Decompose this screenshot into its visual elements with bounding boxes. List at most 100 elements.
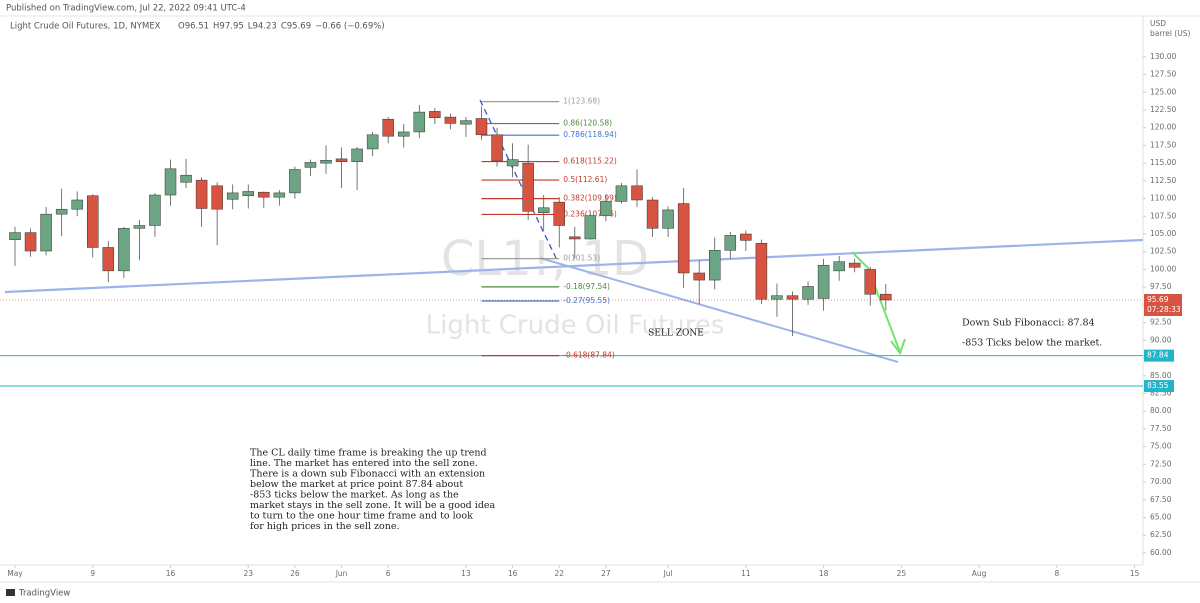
- candle-body: [569, 236, 581, 240]
- candle-body: [880, 293, 892, 301]
- arrow: [851, 251, 901, 353]
- countdown: 07:28:33: [1147, 305, 1181, 314]
- candle-body: [164, 168, 177, 196]
- y-tick-label: 62.50: [1150, 530, 1172, 539]
- downtrend-line: [539, 257, 899, 363]
- candle-body: [444, 116, 457, 124]
- y-tick-label: 65.00: [1150, 513, 1172, 522]
- candle-body: [724, 235, 737, 251]
- x-tick-label: 26: [290, 569, 300, 578]
- commentary-line: below the market at price point 87.84 ab…: [250, 479, 463, 490]
- ohlc-text: C95.69: [281, 22, 311, 32]
- footer-logo: TradingView: [6, 589, 70, 599]
- x-tick-label: Jun: [335, 569, 348, 578]
- x-tick-label: 6: [386, 569, 391, 578]
- candle-body: [24, 232, 37, 252]
- y-tick-label: 85.00: [1150, 371, 1172, 380]
- y-tick-label: 127.50: [1150, 70, 1176, 79]
- candle-body: [226, 192, 239, 200]
- last-price-label: 95.69: [1147, 295, 1169, 304]
- candle-body: [709, 250, 721, 281]
- y-tick-label: 125.00: [1150, 87, 1176, 96]
- y-tick-label: 77.50: [1150, 424, 1172, 433]
- candle-body: [600, 201, 612, 216]
- y-tick-label: 115.00: [1150, 158, 1176, 167]
- commentary-line: There is a down sub Fibonacci with an ex…: [250, 469, 485, 480]
- fib-label: 0.618(115.22): [563, 157, 617, 166]
- commentary-line: for high prices in the sell zone.: [250, 521, 400, 532]
- target-note: Down Sub Fibonacci: 87.84: [962, 318, 1095, 329]
- x-tick-label: 15: [1130, 569, 1140, 578]
- candle-body: [491, 134, 503, 162]
- fib-label: 0.5(112.61): [563, 175, 607, 184]
- candle-body: [40, 213, 52, 252]
- candle-body: [693, 272, 705, 281]
- y-tick-label: 97.50: [1150, 282, 1172, 291]
- y-tick-label: 110.00: [1150, 194, 1176, 203]
- x-tick-label: 16: [508, 569, 518, 578]
- fib-label: 0.382(109.99): [563, 194, 617, 203]
- x-tick-label: 8: [1054, 569, 1059, 578]
- x-tick-label: 23: [243, 569, 253, 578]
- x-tick-label: May: [7, 569, 23, 578]
- candle-body: [429, 111, 441, 119]
- candle-body: [195, 179, 208, 209]
- x-tick-label: 18: [819, 569, 829, 578]
- ohlc-text: O96.51: [178, 22, 209, 32]
- y-tick-label: 92.50: [1150, 318, 1172, 327]
- fib-label: 0.86(120.58): [563, 119, 612, 128]
- candle-body: [102, 247, 115, 272]
- fib-label: 1(123.68): [563, 97, 600, 106]
- candle-body: [786, 295, 799, 300]
- arrow-head: [890, 338, 906, 356]
- candle-body: [771, 295, 783, 300]
- x-tick-label: Aug: [972, 569, 987, 578]
- commentary-line: -853 ticks below the market. As long as …: [250, 490, 459, 501]
- commentary-line: line. The market has entered into the se…: [250, 458, 478, 469]
- price-tag: [1144, 349, 1174, 362]
- candle-body: [475, 118, 488, 136]
- fib-label: -0.27(95.55): [563, 296, 610, 305]
- symbol-title: Light Crude Oil Futures, 1D, NYMEX: [10, 22, 161, 32]
- y-tick-label: 102.50: [1150, 247, 1176, 256]
- candle-body: [258, 191, 270, 198]
- watermark-subtitle: Light Crude Oil Futures: [426, 311, 725, 341]
- x-tick-label: 16: [166, 569, 176, 578]
- y-tick-label: 105.00: [1150, 229, 1176, 238]
- candle-body: [289, 169, 301, 194]
- y-tick-label: 100.00: [1150, 264, 1176, 273]
- currency: USD: [1150, 19, 1166, 28]
- footer: TradingView: [18, 589, 70, 599]
- candle-body: [522, 162, 534, 212]
- price-tag: [1144, 380, 1174, 393]
- x-tick-label: 13: [461, 569, 471, 578]
- candle-body: [802, 286, 814, 300]
- candle-body: [87, 195, 99, 248]
- candle-body: [351, 148, 363, 162]
- candle-body: [211, 185, 223, 210]
- candle-body: [71, 199, 83, 210]
- candle-body: [584, 215, 597, 240]
- candle-body: [180, 174, 192, 183]
- x-tick-label: 11: [741, 569, 751, 578]
- unit: barrel (US): [1150, 29, 1190, 38]
- y-tick-label: 67.50: [1150, 495, 1172, 504]
- candle-body: [304, 162, 317, 168]
- uptrend-line: [4, 238, 1144, 294]
- candle-body: [833, 261, 845, 272]
- last-price-tag: [1144, 293, 1182, 316]
- candle-body: [398, 131, 410, 137]
- ohlc-text: H97.95: [213, 22, 244, 32]
- candle-body: [460, 120, 472, 125]
- price-tag-label: 87.84: [1147, 351, 1169, 360]
- x-tick-label: 27: [601, 569, 611, 578]
- x-tick-label: 22: [554, 569, 564, 578]
- ohlc-text: −0.66 (−0.69%): [315, 22, 385, 32]
- candle-body: [133, 225, 146, 229]
- candle-body: [506, 159, 519, 167]
- candle-body: [9, 232, 21, 240]
- candle-body: [242, 191, 254, 196]
- candle-body: [740, 233, 752, 241]
- x-tick-label: Jul: [663, 569, 673, 578]
